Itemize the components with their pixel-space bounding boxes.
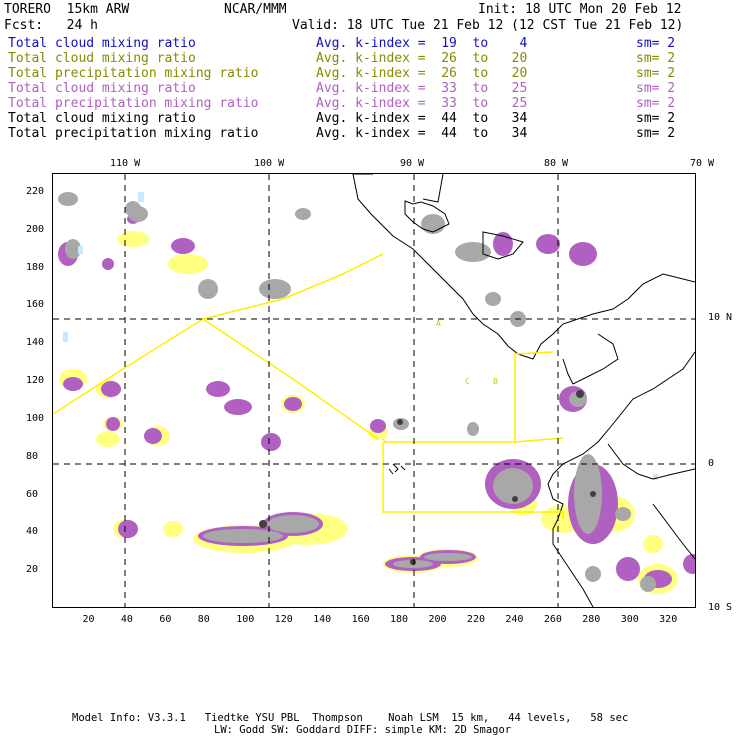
lat-label-10s: 10 S [708, 602, 733, 613]
legend-smoothing: sm= 2 [636, 81, 676, 96]
x-tick-label: 140 [313, 614, 332, 625]
physics-info: LW: Godd SW: Goddard DIFF: simple KM: 2D… [214, 724, 512, 736]
x-tick-label: 320 [659, 614, 678, 625]
y-tick-label: 120 [26, 375, 45, 387]
x-tick-label: 160 [351, 614, 370, 625]
legend-kindex-range: Avg. k-index = 26 to 20 [316, 66, 528, 81]
legend-smoothing: sm= 2 [636, 66, 676, 81]
legend-field-label: Total precipitation mixing ratio [8, 66, 259, 81]
legend-smoothing: sm= 2 [636, 111, 676, 126]
x-tick-label: 300 [620, 614, 639, 625]
legend-smoothing: sm= 2 [636, 36, 676, 51]
lon-label-110w: 110 W [110, 158, 141, 169]
y-tick-label: 220 [26, 185, 45, 197]
gray-cloud-layer [58, 192, 656, 592]
y-tick-label: 60 [26, 488, 39, 500]
legend-kindex-range: Avg. k-index = 44 to 34 [316, 126, 528, 141]
subdomain-mark-b: C [465, 377, 470, 386]
model-info: Model Info: V3.3.1 Tiedtke YSU PBL Thomp… [72, 712, 629, 724]
subdomain-lines [53, 253, 564, 519]
lon-label-90w: 90 W [400, 158, 425, 169]
x-tick-label: 220 [466, 614, 485, 625]
legend-kindex-range: Avg. k-index = 44 to 34 [316, 111, 528, 126]
dark-core-layer [259, 390, 596, 565]
init-time: Init: 18 UTC Mon 20 Feb 12 [478, 2, 682, 17]
y-tick-label: 160 [26, 299, 45, 311]
x-tick-label: 240 [505, 614, 524, 625]
legend-smoothing: sm= 2 [636, 96, 676, 111]
org-label: NCAR/MMM [224, 2, 287, 17]
legend-kindex-range: Avg. k-index = 19 to 4 [316, 36, 528, 51]
run-name: TORERO 15km ARW [4, 2, 130, 17]
y-tick-label: 20 [26, 564, 39, 576]
legend-kindex-range: Avg. k-index = 26 to 20 [316, 51, 528, 66]
subdomain-mark-c: B [493, 377, 498, 386]
purple-cloud-layer [58, 214, 695, 588]
x-tick-label: 40 [120, 614, 133, 625]
legend-kindex-range: Avg. k-index = 33 to 25 [316, 81, 528, 96]
x-tick-label: 20 [82, 614, 95, 625]
legend-field-label: Total cloud mixing ratio [8, 111, 196, 126]
legend-field-label: Total precipitation mixing ratio [8, 126, 259, 141]
x-tick-label: 100 [236, 614, 255, 625]
light-blue-layer [63, 192, 658, 480]
legend-field-label: Total cloud mixing ratio [8, 81, 196, 96]
y-tick-label: 40 [26, 526, 39, 538]
forecast-hour: Fcst: 24 h [4, 18, 98, 33]
legend-field-label: Total cloud mixing ratio [8, 36, 196, 51]
x-tick-label: 200 [428, 614, 447, 625]
map-plot: A C B [52, 173, 696, 608]
legend-smoothing: sm= 2 [636, 126, 676, 141]
x-tick-label: 80 [197, 614, 210, 625]
map-canvas: A C B [53, 174, 695, 607]
x-tick-label: 60 [159, 614, 172, 625]
y-tick-label: 100 [26, 412, 45, 424]
legend-field-label: Total precipitation mixing ratio [8, 96, 259, 111]
y-tick-label: 200 [26, 223, 45, 235]
x-tick-label: 120 [274, 614, 293, 625]
lat-label-10n: 10 N [708, 312, 733, 323]
x-tick-label: 280 [582, 614, 601, 625]
lon-label-100w: 100 W [254, 158, 285, 169]
lat-label-0: 0 [708, 458, 715, 469]
graticule-layer [53, 174, 695, 607]
legend-smoothing: sm= 2 [636, 51, 676, 66]
y-tick-label: 140 [26, 337, 45, 349]
subdomain-mark-a: A [436, 319, 441, 328]
lon-label-70w: 70 W [690, 158, 715, 169]
valid-time: Valid: 18 UTC Tue 21 Feb 12 (12 CST Tue … [292, 18, 684, 33]
legend-kindex-range: Avg. k-index = 33 to 25 [316, 96, 528, 111]
y-tick-label: 80 [26, 450, 39, 462]
x-tick-label: 260 [543, 614, 562, 625]
x-tick-label: 180 [390, 614, 409, 625]
legend-field-label: Total cloud mixing ratio [8, 51, 196, 66]
lon-label-80w: 80 W [544, 158, 569, 169]
y-tick-label: 180 [26, 261, 45, 273]
